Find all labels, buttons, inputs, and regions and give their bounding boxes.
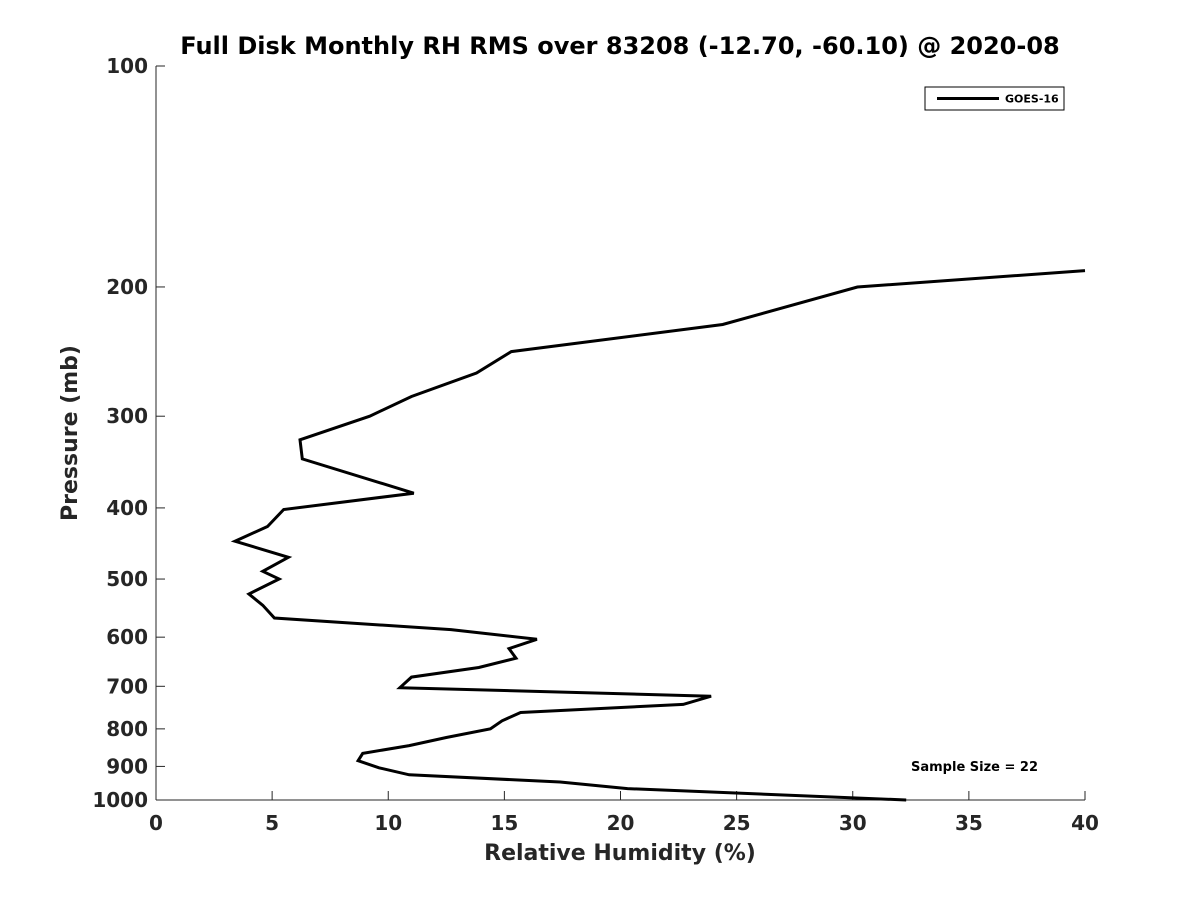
y-tick-label: 800 — [106, 717, 148, 741]
series-points — [234, 270, 1086, 801]
x-ticks: 0 5 10 15 20 25 30 35 40 — [149, 791, 1099, 835]
x-tick-label: 0 — [149, 811, 163, 835]
sample-size-annotation: Sample Size = 22 — [911, 760, 1038, 775]
x-tick-label: 5 — [265, 811, 279, 835]
y-tick-label: 200 — [106, 275, 148, 299]
series-line-goes-16 — [230, 269, 1086, 802]
x-tick-label: 40 — [1071, 811, 1099, 835]
y-tick-label: 700 — [106, 674, 148, 698]
legend: GOES-16 — [924, 86, 1065, 111]
y-tick-label: 1000 — [92, 788, 148, 812]
y-tick-label: 500 — [106, 567, 148, 591]
x-tick-label: 15 — [490, 811, 518, 835]
y-ticks: 100 200 300 400 500 600 700 800 900 1000 — [92, 54, 165, 812]
y-tick-label: 900 — [106, 754, 148, 778]
x-tick-label: 35 — [955, 811, 983, 835]
y-tick-label: 600 — [106, 625, 148, 649]
chart-title: Full Disk Monthly RH RMS over 83208 (-12… — [180, 32, 1060, 60]
x-tick-label: 25 — [723, 811, 751, 835]
y-tick-label: 400 — [106, 496, 148, 520]
x-tick-label: 10 — [374, 811, 402, 835]
x-tick-label: 20 — [607, 811, 635, 835]
y-axis-label: Pressure (mb) — [58, 345, 83, 521]
y-tick-label: 300 — [106, 404, 148, 428]
y-tick-label: 100 — [106, 54, 148, 78]
x-tick-label: 30 — [839, 811, 867, 835]
x-axis-label: Relative Humidity (%) — [484, 841, 756, 866]
legend-entry-goes-16: GOES-16 — [1005, 93, 1059, 106]
